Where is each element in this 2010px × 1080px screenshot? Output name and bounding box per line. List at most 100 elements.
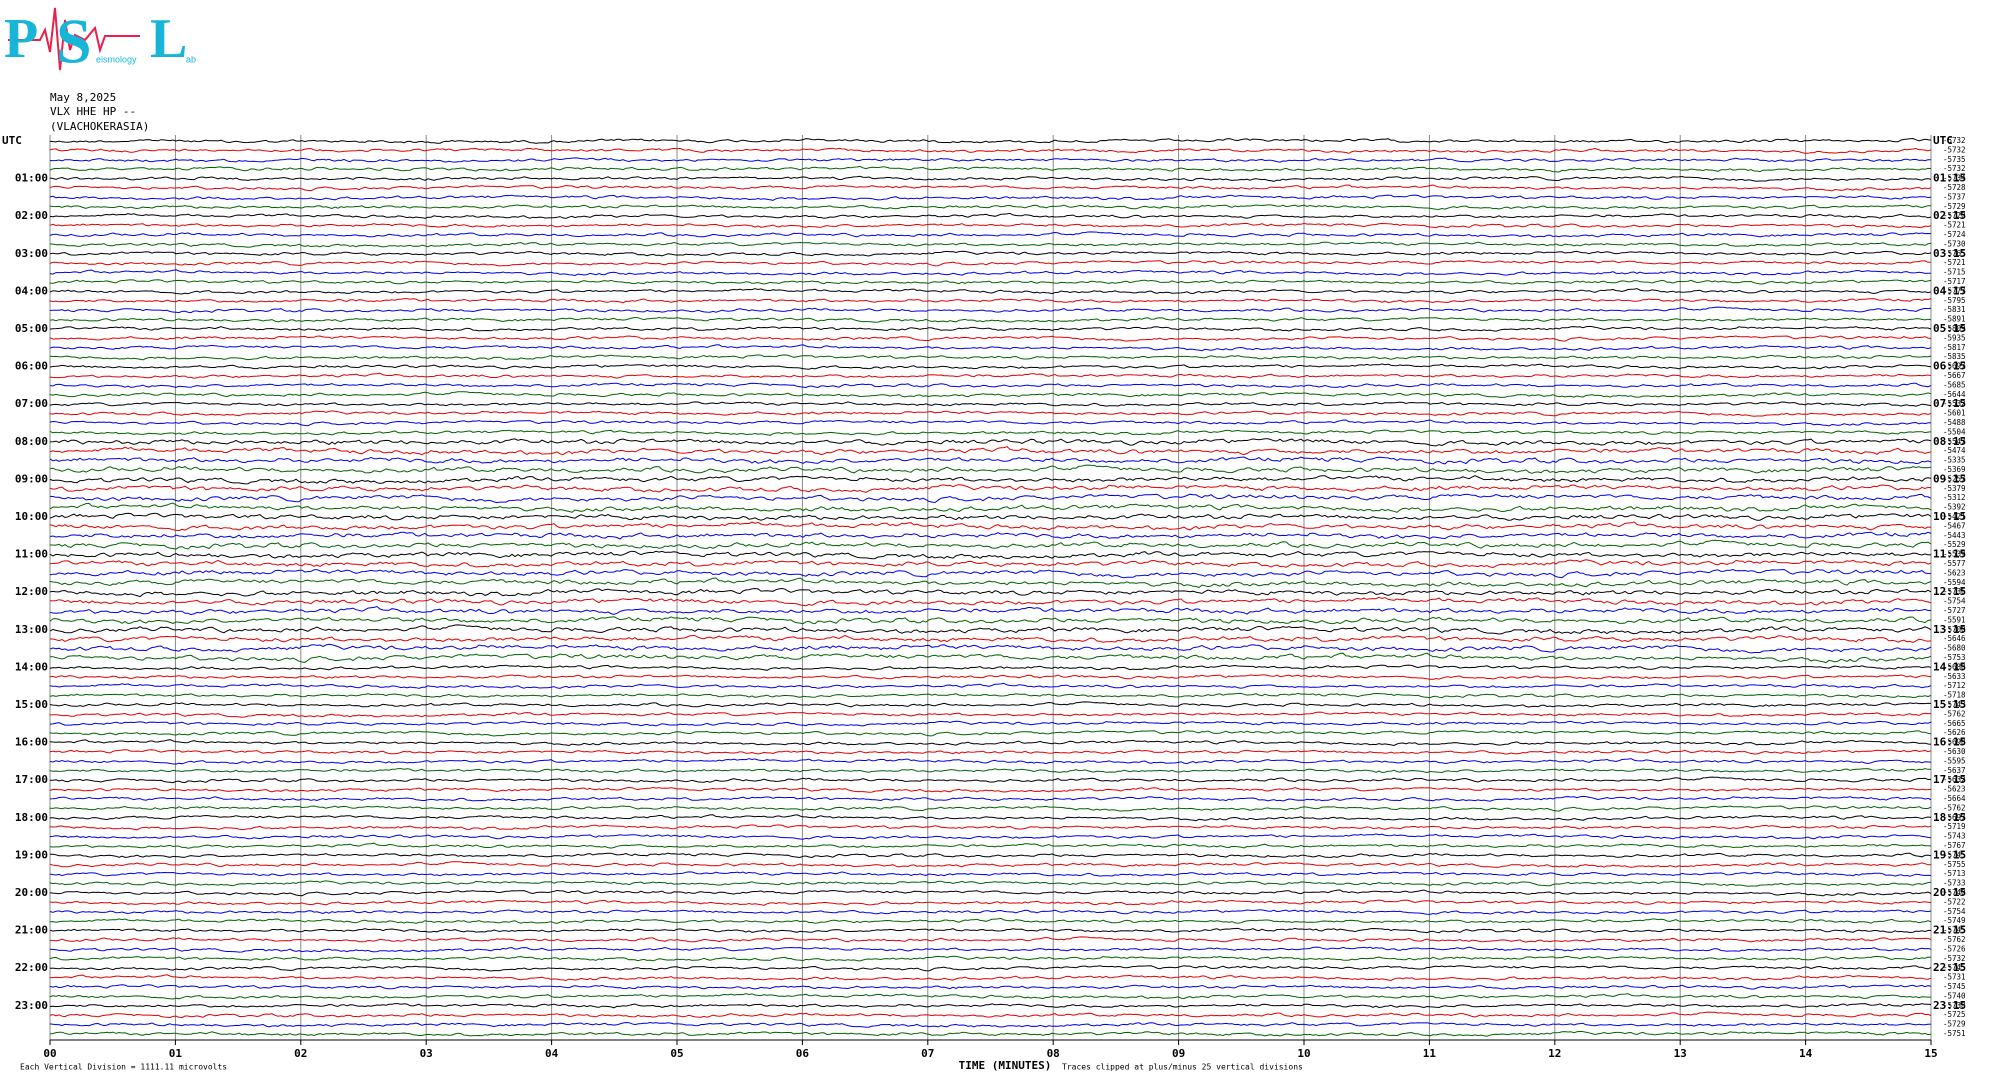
offset-label: -5765 xyxy=(1943,249,1966,258)
left-time-label: 11:00 xyxy=(15,548,48,561)
offset-label: -5935 xyxy=(1943,333,1966,342)
trace xyxy=(49,701,1932,708)
trace xyxy=(49,805,1932,812)
trace xyxy=(49,288,1932,295)
left-time-label: 09:00 xyxy=(15,472,48,485)
offset-label: -5732 xyxy=(1943,145,1966,154)
clip-note: Traces clipped at plus/minus 25 vertical… xyxy=(1062,1063,1303,1072)
trace xyxy=(49,493,1932,504)
offset-label: -5733 xyxy=(1943,879,1966,888)
offset-label: -5667 xyxy=(1943,371,1966,380)
left-time-label: 07:00 xyxy=(15,397,48,410)
trace xyxy=(49,484,1932,493)
right-time-label: 21:15 xyxy=(1933,924,1966,937)
trace xyxy=(49,1003,1932,1009)
station: VLX HHE HP -- xyxy=(50,105,136,118)
trace xyxy=(49,1021,1932,1028)
right-time-label: 19:15 xyxy=(1933,848,1966,861)
offset-label: -5740 xyxy=(1943,991,1966,1000)
right-time-label: 15:15 xyxy=(1933,698,1966,711)
right-time-label: 02:15 xyxy=(1933,209,1966,222)
trace xyxy=(50,652,1932,664)
offset-label: -5713 xyxy=(1943,869,1966,878)
left-time-label: 06:00 xyxy=(15,360,48,373)
trace xyxy=(49,711,1932,718)
offset-label: -5745 xyxy=(1943,982,1966,991)
trace xyxy=(49,577,1932,589)
offset-label: -5529 xyxy=(1943,540,1966,549)
trace xyxy=(49,354,1932,361)
trace xyxy=(49,344,1932,352)
offset-label: -5743 xyxy=(1943,832,1966,841)
offset-label: -5698 xyxy=(1943,738,1966,747)
trace xyxy=(50,974,1932,982)
x-tick-label: 11 xyxy=(1423,1047,1437,1060)
offset-label: -5421 xyxy=(1943,512,1966,521)
offset-label: -5594 xyxy=(1943,578,1966,587)
offset-label: -5762 xyxy=(1943,709,1966,718)
trace xyxy=(49,795,1932,802)
logo-text: eismology xyxy=(96,54,137,64)
right-time-label: UTC xyxy=(1933,134,1953,147)
offset-label: -5754 xyxy=(1943,597,1966,606)
offset-label: -5392 xyxy=(1943,503,1966,512)
offset-label: -5488 xyxy=(1943,418,1966,427)
trace xyxy=(49,521,1932,532)
offset-label: -5646 xyxy=(1943,634,1966,643)
trace xyxy=(49,419,1932,427)
offset-label: -5632 xyxy=(1943,775,1966,784)
offset-label: -5595 xyxy=(1943,756,1966,765)
offset-label: -5734 xyxy=(1943,174,1966,183)
offset-label: -5767 xyxy=(1943,841,1966,850)
right-time-label: 05:15 xyxy=(1933,322,1966,335)
offset-label: -5665 xyxy=(1943,719,1966,728)
trace xyxy=(49,438,1932,447)
trace xyxy=(49,512,1932,521)
offset-label: -5532 xyxy=(1943,399,1966,408)
offset-label: -5697 xyxy=(1943,813,1966,822)
left-time-label: 12:00 xyxy=(15,585,48,598)
right-time-label: 10:15 xyxy=(1933,510,1966,523)
trace xyxy=(49,739,1932,747)
offset-label: -5623 xyxy=(1943,785,1966,794)
offset-label: -5715 xyxy=(1943,268,1966,277)
offset-label: -5835 xyxy=(1943,352,1966,361)
right-time-label: 08:15 xyxy=(1933,435,1966,448)
left-time-label: 15:00 xyxy=(15,698,48,711)
offset-label: -5724 xyxy=(1943,230,1966,239)
offset-label: -5685 xyxy=(1943,380,1966,389)
offset-label: -5633 xyxy=(1943,672,1966,681)
trace xyxy=(49,965,1932,972)
offset-label: -5547 xyxy=(1943,437,1966,446)
offset-label: -5504 xyxy=(1943,427,1966,436)
offset-label: -5727 xyxy=(1943,606,1966,615)
traces xyxy=(49,137,1932,1037)
trace xyxy=(49,616,1932,625)
offset-label: -5728 xyxy=(1943,183,1966,192)
trace xyxy=(49,596,1932,607)
right-time-label: 04:15 xyxy=(1933,284,1966,297)
offset-label: -5732 xyxy=(1943,954,1966,963)
offset-label: -5729 xyxy=(1943,1020,1966,1029)
offset-label: -5751 xyxy=(1943,1029,1966,1038)
trace xyxy=(49,391,1932,398)
trace xyxy=(49,768,1932,774)
offset-label: -5577 xyxy=(1943,559,1966,568)
trace xyxy=(49,664,1932,671)
offset-label: -5731 xyxy=(1943,973,1966,982)
offset-label: -5737 xyxy=(1943,192,1966,201)
right-time-label: 18:15 xyxy=(1933,811,1966,824)
offset-label: -5720 xyxy=(1943,211,1966,220)
offset-label: -5443 xyxy=(1943,531,1966,540)
x-tick-label: 08 xyxy=(1047,1047,1060,1060)
trace xyxy=(49,605,1931,616)
trace xyxy=(49,927,1932,934)
right-time-label: 23:15 xyxy=(1933,999,1966,1012)
x-tick-label: 02 xyxy=(294,1047,307,1060)
trace xyxy=(49,568,1932,579)
offset-label: -5630 xyxy=(1943,747,1966,756)
trace xyxy=(49,955,1932,962)
trace xyxy=(49,824,1932,831)
